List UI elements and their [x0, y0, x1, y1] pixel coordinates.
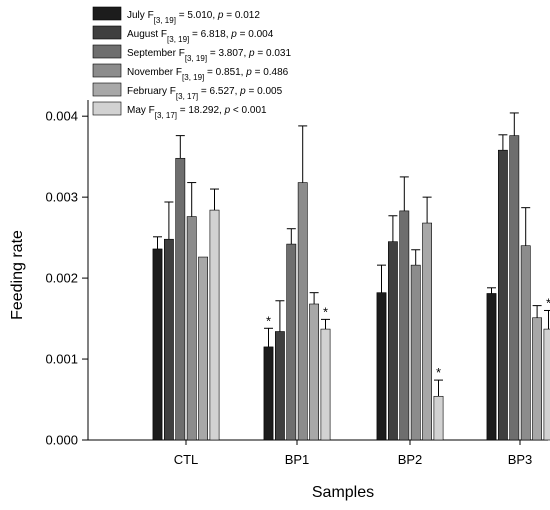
bar: [320, 328, 331, 441]
bar: [387, 241, 398, 441]
legend-swatch: [92, 25, 122, 40]
legend-swatch: [92, 82, 122, 97]
legend-label: September F[3, 19] = 3.807, p = 0.031: [127, 48, 291, 63]
bar: [309, 303, 319, 441]
bar: [399, 210, 410, 441]
bar: [286, 243, 297, 441]
bar-series-group: * * * *: [152, 112, 550, 441]
bar: [543, 328, 550, 441]
bar: [175, 157, 186, 441]
bar: [263, 346, 274, 441]
x-tick-label: BP3: [508, 452, 533, 467]
y-tick-label: 0.001: [45, 352, 78, 367]
y-axis-title: Feeding rate: [9, 230, 26, 320]
y-tick-label: 0.000: [45, 433, 78, 448]
legend-label: August F[3, 19] = 6.818, p = 0.004: [127, 29, 274, 44]
significance-marker: *: [546, 295, 550, 310]
y-tick-label: 0.002: [45, 271, 78, 286]
bar: [198, 256, 208, 441]
bar: [209, 209, 220, 441]
x-tick-label: BP1: [285, 452, 310, 467]
legend-label: July F[3, 19] = 5.010, p = 0.012: [127, 10, 260, 25]
significance-marker: *: [266, 313, 271, 328]
significance-marker: *: [323, 304, 328, 319]
legend: July F[3, 19] = 5.010, p = 0.012 August F…: [92, 6, 291, 120]
bar: [164, 238, 174, 441]
legend-swatch: [92, 44, 122, 59]
x-tick-label: CTL: [174, 452, 199, 467]
x-axis-title: Samples: [312, 484, 374, 501]
bar: [152, 248, 163, 441]
bar: [509, 135, 520, 441]
bar: [376, 292, 387, 441]
bar: [486, 293, 497, 441]
bar: [433, 395, 444, 441]
bar: [186, 216, 197, 441]
bar: [497, 149, 508, 441]
bar: [532, 317, 542, 441]
legend-swatch: [92, 63, 122, 78]
x-tick-label: BP2: [398, 452, 423, 467]
legend-label: February F[3, 17] = 6.527, p = 0.005: [127, 86, 283, 101]
bar: [520, 245, 531, 441]
legend-label: November F[3, 19] = 0.851, p = 0.486: [127, 67, 289, 82]
bar: [422, 222, 432, 441]
legend-label: May F[3, 17] = 18.292, p < 0.001: [127, 105, 267, 120]
y-tick-label: 0.004: [45, 109, 78, 124]
significance-marker: *: [436, 365, 441, 380]
y-tick-label: 0.003: [45, 190, 78, 205]
legend-swatch: [92, 101, 122, 116]
bar: [274, 331, 285, 441]
bar: [297, 182, 308, 441]
legend-swatch: [92, 6, 122, 21]
bar: [410, 264, 421, 441]
